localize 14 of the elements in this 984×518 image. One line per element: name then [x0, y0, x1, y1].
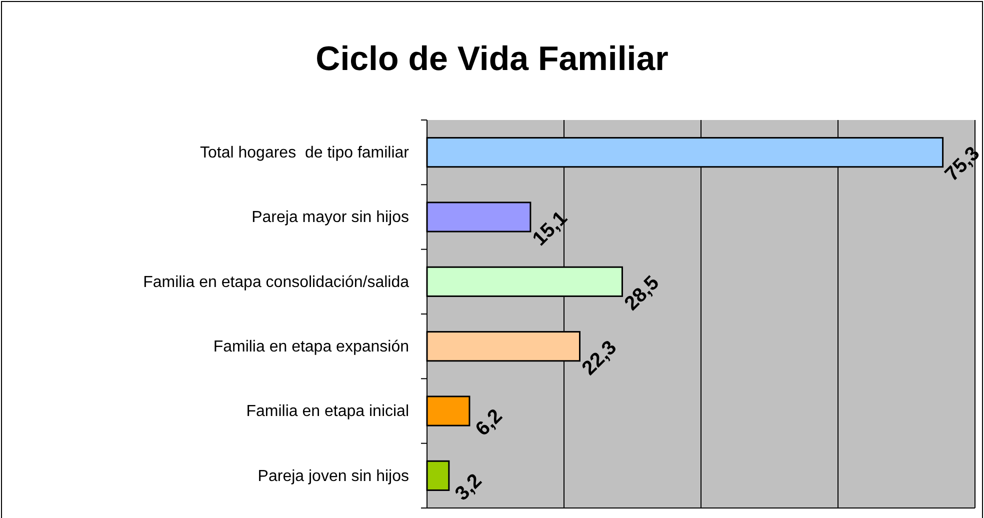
y-tick-label: Total hogares de tipo familiar: [200, 144, 410, 162]
y-tick-label: Pareja mayor sin hijos: [252, 209, 409, 226]
bar: [426, 396, 470, 426]
data-label: 75,3: [941, 142, 984, 186]
chart-title: Ciclo de Vida Familiar: [316, 40, 668, 78]
y-tick-label: Familia en etapa consolidación/salida: [143, 274, 410, 291]
y-tick-label: Familia en etapa expansión: [213, 338, 409, 356]
y-tick-label: Pareja joven sin hijos: [258, 468, 409, 485]
data-label: 15,1: [528, 207, 572, 250]
y-tick-label: Familia en etapa inicial: [246, 403, 409, 420]
bar: [426, 460, 450, 491]
data-label: 3,2: [451, 470, 486, 506]
data-label: 6,2: [472, 405, 507, 440]
bar: [426, 202, 532, 232]
